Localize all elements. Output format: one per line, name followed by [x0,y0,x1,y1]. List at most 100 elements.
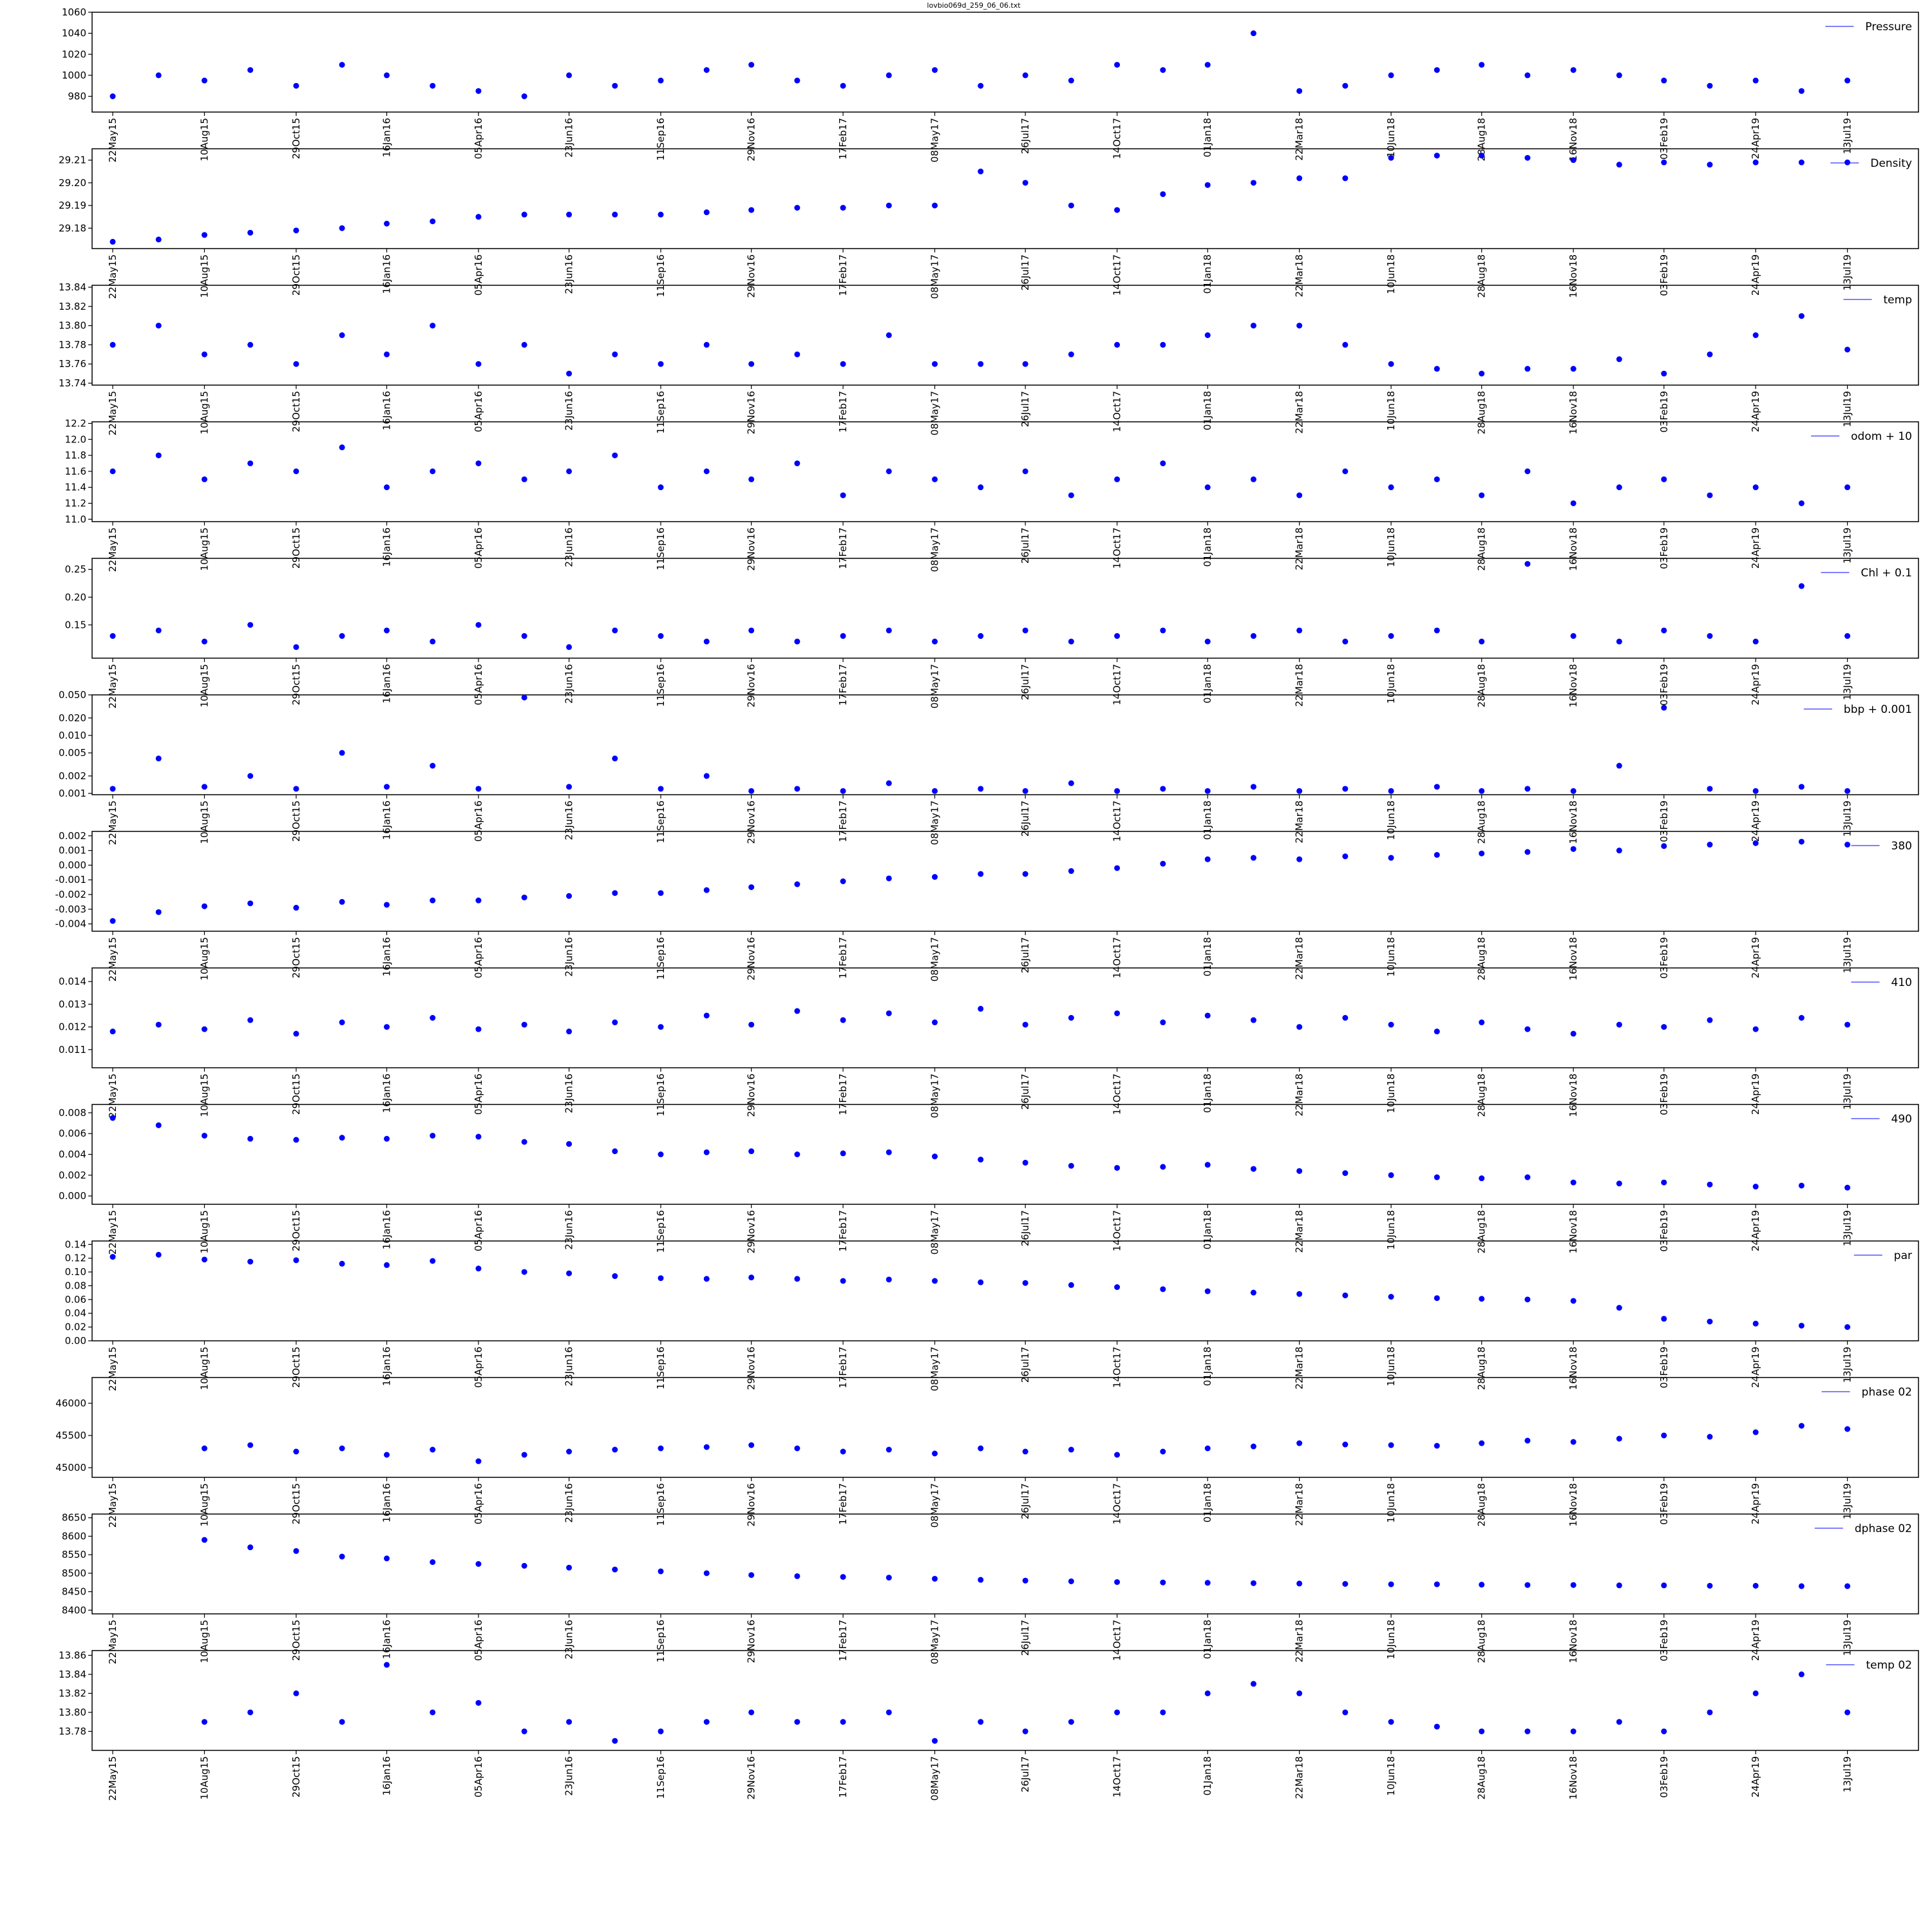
y-tick-label: 0.10 [65,1266,86,1278]
data-point [886,875,892,882]
plot-frame [91,967,1919,1068]
x-tick-label: 03Feb19 [1658,1756,1670,1798]
x-tick-label: 29Nov16 [746,1074,757,1117]
x-tick-label: 24Apr19 [1750,664,1761,705]
data-point [1342,468,1349,475]
x-tick-label: 24Apr19 [1750,391,1761,432]
x-tick-label: 16Nov18 [1567,800,1579,844]
x-tick-label: 08May17 [929,1483,941,1528]
x-tick-label: 26Jul17 [1019,664,1031,700]
x-tick-label: 22May15 [107,391,118,435]
data-point [658,77,664,84]
x-tick-label: 29Nov16 [746,254,757,298]
x-tick-label: 14Oct17 [1112,391,1123,432]
data-point [1570,1179,1577,1186]
x-tick-label: 03Feb19 [1658,937,1670,979]
x-tick-label: 23Jun16 [564,118,575,158]
x-tick-label: 22May15 [107,1620,118,1664]
x-tick-label: 01Jan18 [1202,1074,1213,1113]
x-tick-label: 05Apr16 [473,800,484,842]
data-point [566,1448,573,1455]
data-point [1388,1294,1394,1300]
data-point [1204,1012,1211,1019]
data-point [475,1133,482,1140]
data-point [155,323,162,329]
data-point [293,644,299,650]
x-tick-label: 17Feb17 [837,937,849,979]
data-point [1160,1164,1166,1170]
x-tick-label: 29Nov16 [746,937,757,980]
data-point [1204,62,1211,68]
data-point [1661,1582,1667,1589]
data-point [703,341,710,348]
x-tick-label: 10Jun18 [1385,800,1397,840]
data-point [1068,1719,1074,1725]
data-point [1844,633,1851,639]
data-point [1570,366,1577,372]
x-tick-label: 28Aug18 [1476,937,1488,980]
data-point [1616,1435,1622,1442]
data-point [1661,627,1667,634]
data-point [247,341,254,348]
data-point [612,1019,618,1026]
x-tick-label: 16Jan16 [381,527,393,567]
x-tick-label: 22May15 [107,937,118,981]
data-point [1250,1017,1256,1023]
x-tick-label: 14Oct17 [1112,1756,1123,1797]
data-point [703,1444,710,1450]
x-tick-label: 03Feb19 [1658,1074,1670,1115]
x-tick-label: 01Jan18 [1202,118,1213,157]
data-point [1068,638,1074,645]
legend-label: Pressure [1865,21,1912,33]
data-point [1616,638,1622,645]
data-point [1114,207,1121,213]
data-point [1844,1184,1851,1191]
x-tick-label: 10Aug15 [198,391,210,434]
data-point [201,351,207,357]
x-tick-label: 10Aug15 [198,1483,210,1526]
data-point [1661,476,1667,482]
data-point [339,1135,345,1141]
x-tick-label: 01Jan18 [1202,800,1213,840]
data-point [658,890,664,896]
data-point [886,1149,892,1155]
data-point [293,786,299,792]
data-point [1068,1282,1074,1288]
data-point [1068,1578,1074,1584]
data-point [1616,162,1622,168]
data-point [1752,159,1759,166]
data-point [1022,871,1028,877]
data-point [1388,1581,1394,1587]
data-point [155,72,162,79]
data-point [703,209,710,216]
x-tick-label: 17Feb17 [837,118,849,160]
data-point [1342,786,1349,792]
y-tick-label: -0.002 [55,889,86,900]
x-tick-label: 23Jun16 [564,1347,575,1387]
y-tick-label: 13.84 [59,1669,86,1680]
x-tick-label: 23Jun16 [564,527,575,567]
y-tick-label: 0.06 [65,1294,86,1305]
data-point [1160,1709,1166,1716]
data-point [1160,1019,1166,1026]
x-tick-label: 22May15 [107,664,118,708]
data-point [1388,1719,1394,1725]
x-tick-label: 11Sep16 [655,937,667,980]
data-point [384,1024,390,1030]
data-point [658,1568,664,1575]
data-point [1661,1179,1667,1186]
x-tick-label: 16Jan16 [381,800,393,840]
data-point [201,1026,207,1032]
x-tick-label: 28Aug18 [1476,527,1488,571]
data-point [1388,633,1394,639]
data-point [1752,484,1759,491]
data-point [384,902,390,908]
x-tick-label: 28Aug18 [1476,1756,1488,1799]
data-point [612,82,618,89]
data-point [1068,780,1074,786]
x-tick-label: 22Mar18 [1294,1483,1305,1526]
x-tick-label: 28Aug18 [1476,391,1488,434]
x-tick-label: 22Mar18 [1294,254,1305,297]
x-tick-label: 08May17 [929,1347,941,1391]
data-point [339,1019,345,1026]
